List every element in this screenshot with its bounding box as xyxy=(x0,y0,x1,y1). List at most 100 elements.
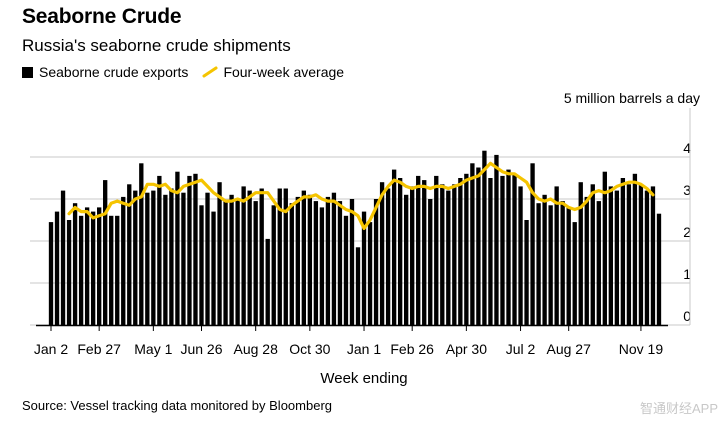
bar xyxy=(109,215,114,325)
bar xyxy=(157,175,162,325)
bar xyxy=(187,175,192,325)
bar xyxy=(97,207,102,325)
bar xyxy=(548,205,553,325)
y-tick-label: 1 xyxy=(683,266,691,282)
bar xyxy=(175,171,180,325)
legend-item-exports: Seaborne crude exports xyxy=(22,64,188,80)
x-tick-label: Jan 1 xyxy=(347,341,381,357)
bar xyxy=(343,215,349,325)
legend-bar-swatch xyxy=(22,66,33,78)
bar xyxy=(536,203,541,325)
bar xyxy=(60,190,66,325)
bar xyxy=(391,169,397,325)
bar xyxy=(223,201,228,325)
x-tick-label: Jun 26 xyxy=(180,341,222,357)
legend-item-average: Four-week average xyxy=(202,64,344,80)
bar xyxy=(464,173,469,325)
bar xyxy=(271,205,276,325)
bar xyxy=(90,211,96,325)
x-tick-label: Aug 28 xyxy=(233,341,278,357)
y-axis-unit-label: 5 million barrels a day xyxy=(563,90,700,106)
bar xyxy=(632,173,638,325)
bar xyxy=(48,222,54,325)
bar xyxy=(638,184,644,325)
bar xyxy=(494,154,499,325)
bar xyxy=(373,199,379,325)
bar xyxy=(337,201,343,325)
bar xyxy=(518,186,523,325)
bar xyxy=(446,190,451,325)
x-tick-label: Nov 19 xyxy=(619,341,664,357)
bar xyxy=(476,167,481,325)
bar xyxy=(440,184,445,325)
bar xyxy=(331,192,337,325)
x-tick-label: Apr 30 xyxy=(446,341,487,357)
bar xyxy=(361,211,367,325)
bar xyxy=(397,178,403,325)
bar xyxy=(434,175,439,325)
bar xyxy=(626,184,632,325)
bar xyxy=(367,222,373,325)
bar xyxy=(181,192,186,325)
bar xyxy=(145,192,150,325)
bar xyxy=(127,184,132,325)
bar xyxy=(295,196,300,325)
bar xyxy=(385,188,391,325)
bar xyxy=(151,190,156,325)
chart-title: Seaborne Crude xyxy=(22,5,182,28)
legend: Seaborne crude exports Four-week average xyxy=(22,64,358,80)
bar xyxy=(416,175,421,325)
bar xyxy=(452,184,457,325)
bar xyxy=(325,196,331,325)
bar xyxy=(542,194,547,325)
bar xyxy=(54,211,60,325)
bar xyxy=(530,163,535,325)
bar xyxy=(488,178,493,325)
bar xyxy=(355,247,361,325)
bar xyxy=(614,190,620,325)
bar xyxy=(241,186,246,325)
bar xyxy=(277,188,282,325)
bar xyxy=(500,175,505,325)
four-week-average-line xyxy=(67,161,655,230)
bar xyxy=(512,173,517,325)
bar xyxy=(289,203,294,325)
bar xyxy=(379,182,385,325)
bar xyxy=(211,211,216,325)
bar xyxy=(410,186,415,325)
bar xyxy=(78,215,84,325)
y-tick-label: 0 xyxy=(683,308,691,324)
bar xyxy=(72,203,78,325)
x-tick-label: Feb 26 xyxy=(390,341,434,357)
bar xyxy=(193,173,198,325)
bar xyxy=(229,194,234,325)
bar xyxy=(656,213,662,325)
watermark-text: 智通财经APP xyxy=(639,401,718,416)
x-tick-label: Jan 2 xyxy=(34,341,68,357)
bar xyxy=(572,222,577,325)
bar xyxy=(608,186,613,325)
legend-exports-label: Seaborne crude exports xyxy=(39,64,189,80)
bar xyxy=(554,186,559,325)
bar xyxy=(566,207,571,325)
bar xyxy=(560,201,565,325)
chart-subtitle: Russia's seaborne crude shipments xyxy=(22,36,291,55)
bar xyxy=(235,199,240,325)
bar xyxy=(217,182,222,325)
bar xyxy=(205,192,210,325)
bar xyxy=(596,201,601,325)
bar xyxy=(319,207,325,325)
bar xyxy=(349,199,355,325)
bar xyxy=(470,163,475,325)
bar xyxy=(301,190,306,325)
x-axis-title: Week ending xyxy=(320,370,408,387)
bar xyxy=(644,190,650,325)
legend-average-label: Four-week average xyxy=(223,64,345,80)
bar xyxy=(650,186,656,325)
x-tick-label: Aug 27 xyxy=(547,341,592,357)
bar xyxy=(313,201,319,325)
x-tick-label: Jul 2 xyxy=(506,341,536,357)
bar xyxy=(524,220,529,325)
bar xyxy=(283,188,288,325)
